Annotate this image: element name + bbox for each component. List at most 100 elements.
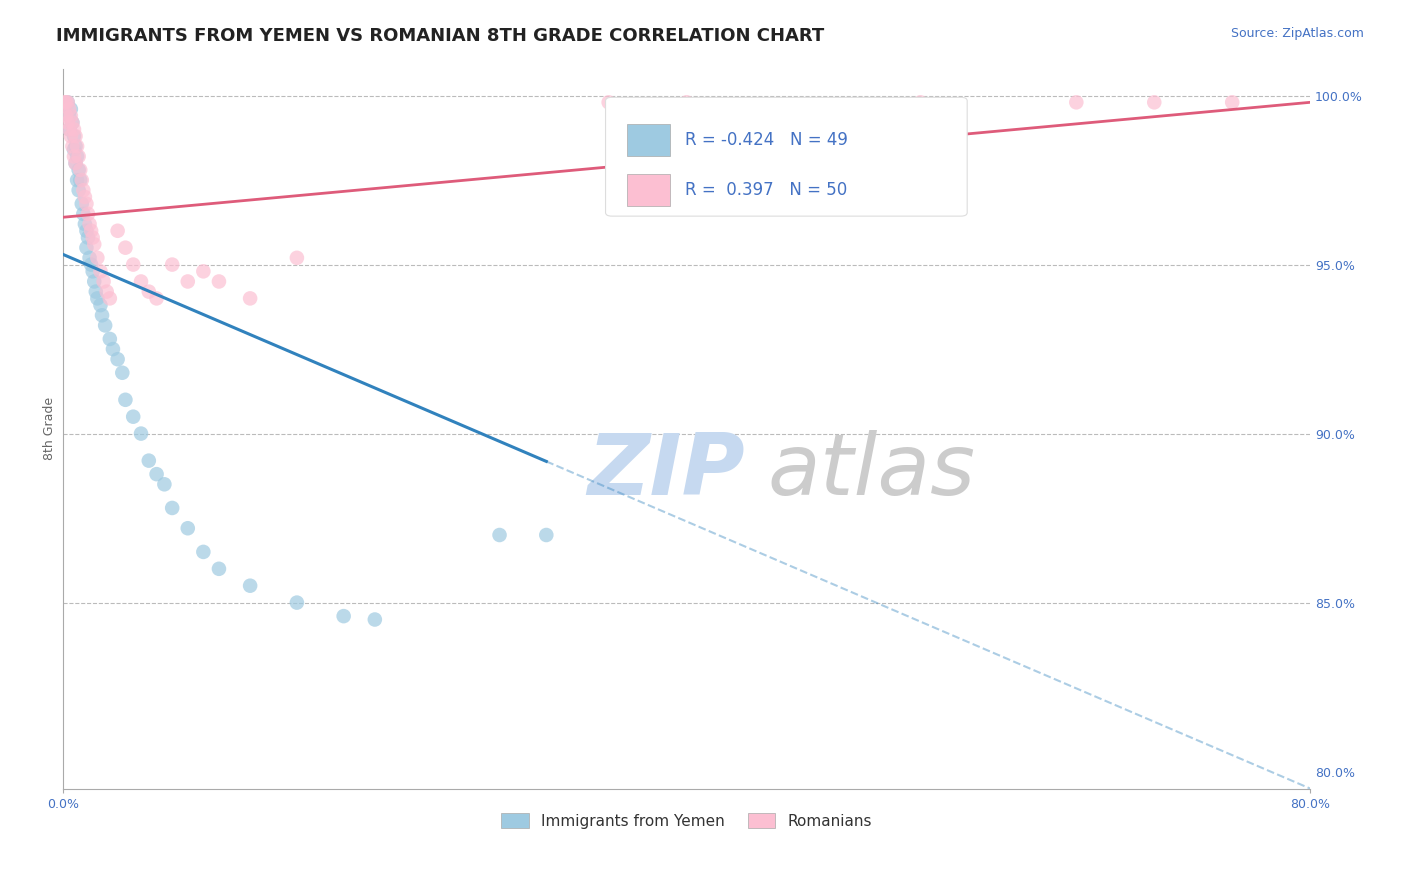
Point bbox=[83, 237, 105, 252]
Point bbox=[56, 115, 79, 129]
Point bbox=[63, 129, 86, 144]
Point bbox=[598, 95, 620, 110]
Point bbox=[138, 285, 160, 299]
Point bbox=[80, 224, 103, 238]
Point bbox=[193, 545, 215, 559]
Point bbox=[488, 528, 510, 542]
Point bbox=[285, 596, 308, 610]
Point bbox=[91, 308, 114, 322]
Point bbox=[55, 109, 77, 123]
Point bbox=[70, 196, 93, 211]
Point bbox=[67, 183, 90, 197]
Point bbox=[208, 562, 231, 576]
Point bbox=[62, 139, 84, 153]
Text: ZIP: ZIP bbox=[586, 430, 744, 513]
Point bbox=[86, 251, 108, 265]
Point bbox=[55, 95, 77, 110]
Point bbox=[122, 258, 145, 272]
Point bbox=[93, 275, 115, 289]
Point bbox=[1066, 95, 1088, 110]
Point bbox=[63, 122, 86, 136]
Point bbox=[66, 139, 89, 153]
Point bbox=[70, 173, 93, 187]
Point bbox=[69, 163, 91, 178]
Point bbox=[129, 426, 152, 441]
Point bbox=[111, 366, 134, 380]
Point bbox=[67, 149, 90, 163]
Text: R =  0.397   N = 50: R = 0.397 N = 50 bbox=[685, 181, 848, 199]
Point bbox=[80, 258, 103, 272]
Point bbox=[364, 613, 387, 627]
Point bbox=[83, 275, 105, 289]
Point bbox=[62, 115, 84, 129]
Point bbox=[536, 528, 558, 542]
FancyBboxPatch shape bbox=[627, 174, 671, 206]
Point bbox=[66, 173, 89, 187]
Point bbox=[89, 298, 111, 312]
Point bbox=[332, 609, 354, 624]
Point bbox=[177, 521, 200, 535]
Point bbox=[82, 230, 104, 244]
Point bbox=[160, 500, 183, 515]
Point bbox=[63, 149, 86, 163]
Point bbox=[82, 264, 104, 278]
Point bbox=[107, 352, 129, 367]
Point bbox=[65, 139, 87, 153]
Text: R = -0.424   N = 49: R = -0.424 N = 49 bbox=[685, 131, 848, 149]
Point bbox=[193, 264, 215, 278]
Point bbox=[98, 332, 121, 346]
Point bbox=[79, 251, 101, 265]
Point bbox=[114, 392, 136, 407]
Point bbox=[59, 109, 82, 123]
Point bbox=[285, 251, 308, 265]
Point bbox=[177, 275, 200, 289]
Point bbox=[79, 217, 101, 231]
Point bbox=[101, 342, 124, 356]
FancyBboxPatch shape bbox=[627, 124, 671, 156]
Point bbox=[114, 241, 136, 255]
Point bbox=[58, 109, 80, 123]
Point bbox=[145, 292, 167, 306]
Point bbox=[160, 258, 183, 272]
Point bbox=[77, 207, 100, 221]
Point bbox=[239, 579, 262, 593]
Point bbox=[75, 241, 97, 255]
Point bbox=[138, 453, 160, 467]
FancyBboxPatch shape bbox=[606, 97, 967, 216]
Point bbox=[66, 149, 89, 163]
Point bbox=[65, 156, 87, 170]
Point bbox=[145, 467, 167, 482]
Point bbox=[129, 275, 152, 289]
Point bbox=[75, 196, 97, 211]
Point bbox=[86, 292, 108, 306]
Point bbox=[122, 409, 145, 424]
Point bbox=[56, 95, 79, 110]
Point bbox=[59, 102, 82, 116]
Point bbox=[75, 224, 97, 238]
Point bbox=[58, 122, 80, 136]
Point bbox=[59, 129, 82, 144]
Text: atlas: atlas bbox=[768, 430, 976, 513]
Text: IMMIGRANTS FROM YEMEN VS ROMANIAN 8TH GRADE CORRELATION CHART: IMMIGRANTS FROM YEMEN VS ROMANIAN 8TH GR… bbox=[56, 27, 824, 45]
Point bbox=[208, 275, 231, 289]
Point bbox=[675, 95, 697, 110]
Point bbox=[98, 292, 121, 306]
Point bbox=[77, 230, 100, 244]
Point bbox=[73, 217, 96, 231]
Point bbox=[58, 122, 80, 136]
Point bbox=[239, 292, 262, 306]
Point bbox=[107, 224, 129, 238]
Point bbox=[67, 163, 90, 178]
Point bbox=[65, 156, 87, 170]
Y-axis label: 8th Grade: 8th Grade bbox=[44, 397, 56, 460]
Point bbox=[1143, 95, 1166, 110]
Legend: Immigrants from Yemen, Romanians: Immigrants from Yemen, Romanians bbox=[495, 806, 877, 835]
Point bbox=[58, 102, 80, 116]
Point bbox=[89, 264, 111, 278]
Point bbox=[96, 285, 118, 299]
Point bbox=[94, 318, 117, 333]
Point bbox=[72, 183, 94, 197]
Point bbox=[72, 207, 94, 221]
Point bbox=[53, 95, 76, 110]
Point bbox=[65, 129, 87, 144]
